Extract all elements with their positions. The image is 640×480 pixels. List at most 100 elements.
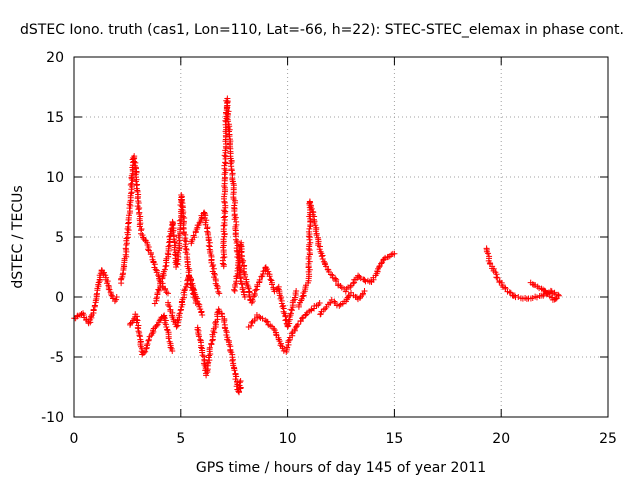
data-point: [316, 300, 323, 306]
data-point: [145, 336, 152, 343]
y-axis-label: dSTEC / TECUs: [10, 185, 26, 288]
y-tick-label: 20: [46, 50, 64, 66]
data-point: [307, 199, 314, 206]
data-point: [357, 275, 364, 282]
data-point: [174, 317, 181, 324]
data-point: [306, 258, 313, 265]
data-point: [220, 254, 227, 261]
data-point: [190, 232, 197, 239]
x-tick-label: 15: [385, 431, 403, 447]
data-point: [308, 205, 315, 212]
data-point: [221, 219, 228, 226]
data-point: [235, 388, 242, 395]
data-point: [214, 285, 221, 292]
data-point: [225, 118, 232, 125]
data-point: [282, 317, 289, 324]
data-point: [187, 277, 194, 284]
data-point: [194, 298, 201, 305]
data-point: [165, 243, 172, 250]
data-point: [350, 280, 357, 287]
data-point: [210, 262, 217, 269]
chart-title: dSTEC Iono. truth (cas1, Lon=110, Lat=-6…: [20, 22, 624, 38]
data-point: [212, 320, 219, 327]
data-point: [251, 290, 258, 297]
grid-lines: [74, 57, 608, 417]
data-point: [380, 256, 387, 263]
data-point: [221, 199, 228, 206]
data-point: [494, 274, 501, 281]
data-point: [209, 263, 216, 270]
y-tick-label: 0: [55, 290, 64, 306]
data-point: [220, 214, 227, 221]
data-point: [376, 264, 382, 271]
data-point: [205, 242, 212, 249]
data-point: [161, 314, 168, 321]
data-point: [145, 246, 152, 253]
data-point: [74, 313, 81, 320]
data-point: [529, 281, 536, 288]
data-point: [506, 289, 513, 296]
y-tick-label: 5: [55, 230, 64, 246]
data-point: [332, 275, 339, 282]
data-point: [105, 286, 112, 293]
data-point: [169, 222, 176, 229]
data-point: [198, 344, 205, 351]
data-point: [129, 177, 136, 184]
data-points: [71, 95, 562, 396]
data-point: [228, 167, 235, 174]
data-point: [173, 264, 180, 271]
data-point: [106, 286, 113, 293]
data-point: [169, 228, 176, 235]
data-point: [231, 367, 238, 374]
y-tick-label: -5: [50, 350, 64, 366]
data-point: [204, 228, 211, 235]
data-point: [299, 315, 306, 322]
data-point: [297, 317, 304, 324]
data-point: [288, 330, 295, 337]
data-point: [291, 294, 298, 301]
data-point: [145, 337, 152, 344]
data-point: [239, 259, 246, 266]
x-axis-label: GPS time / hours of day 145 of year 2011: [196, 460, 486, 476]
data-point: [147, 251, 154, 258]
data-point: [361, 276, 368, 283]
data-point: [295, 321, 302, 328]
data-point: [201, 209, 208, 216]
data-point: [169, 348, 176, 354]
data-point: [236, 379, 243, 386]
data-point: [299, 293, 306, 300]
data-point: [156, 317, 163, 324]
y-tick-label: -10: [41, 410, 64, 426]
y-tick-label: 10: [46, 170, 64, 186]
data-point: [319, 256, 326, 263]
data-point: [164, 290, 171, 297]
data-point: [182, 243, 189, 250]
data-point: [336, 302, 343, 309]
data-point: [317, 311, 324, 318]
data-point: [161, 266, 168, 273]
data-point: [555, 291, 562, 298]
data-point: [361, 288, 368, 294]
data-point: [155, 287, 162, 294]
data-point: [221, 152, 228, 159]
data-point: [176, 310, 183, 317]
data-point: [493, 274, 500, 281]
data-point: [153, 269, 160, 276]
data-point: [231, 286, 238, 293]
data-point: [232, 199, 239, 206]
x-tick-label: 25: [599, 431, 617, 447]
data-point: [245, 285, 252, 292]
data-point: [199, 352, 206, 359]
data-point: [152, 266, 159, 273]
data-point: [485, 250, 492, 257]
data-point: [131, 158, 138, 165]
data-point: [155, 272, 162, 279]
data-point: [149, 330, 156, 337]
data-point: [248, 319, 255, 326]
data-point: [166, 239, 173, 246]
data-point: [356, 273, 363, 280]
data-point: [135, 206, 142, 213]
data-point: [553, 295, 560, 302]
y-tick-label: 15: [46, 110, 64, 126]
data-point: [208, 340, 215, 347]
